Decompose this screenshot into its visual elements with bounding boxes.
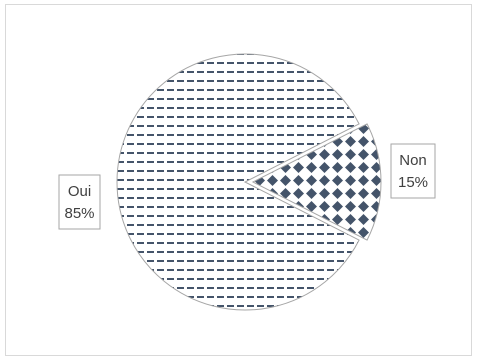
pie-slice-non [251, 123, 382, 241]
data-label-box-oui [58, 174, 101, 230]
pie-slices [116, 53, 382, 311]
pie-labels: Non 15% Oui 85% [58, 143, 436, 230]
pie-slice-oui [116, 53, 360, 311]
pie-chart: Non 15% Oui 85% [58, 53, 436, 311]
data-label-value-oui: 85% [64, 205, 94, 222]
chart-frame: Non 15% Oui 85% [5, 4, 472, 356]
data-label-category-non: Non [399, 152, 427, 169]
data-label-category-oui: Oui [68, 183, 91, 200]
data-label-box-non [390, 143, 436, 199]
data-label-value-non: 15% [398, 174, 428, 191]
